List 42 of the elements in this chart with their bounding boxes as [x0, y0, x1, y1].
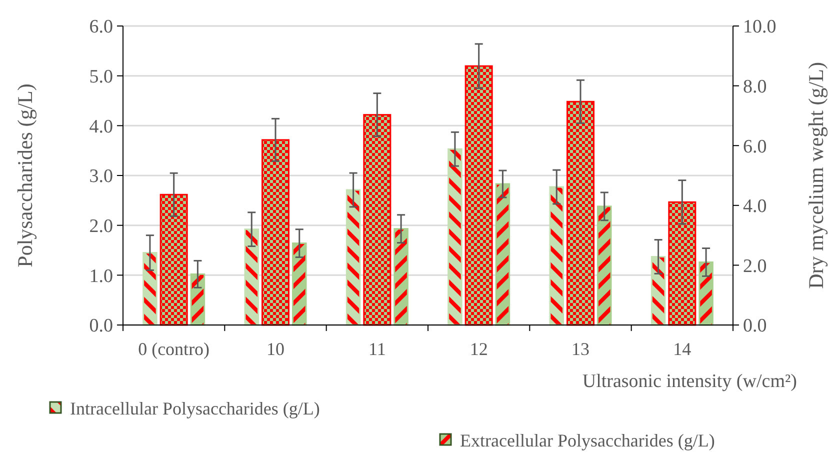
bar	[464, 65, 493, 326]
bar	[698, 261, 714, 326]
bar	[495, 183, 510, 326]
bar	[244, 228, 259, 326]
y2-axis-title: Dry mycelium weght (g/L)	[804, 62, 828, 289]
bar	[566, 100, 594, 326]
y-tick-label: 4.0	[89, 116, 113, 138]
y-tick-label: 1.0	[89, 266, 113, 287]
bar	[292, 242, 307, 326]
y-tick-label: 2.0	[89, 216, 113, 237]
y2-tick-label: 10.0	[743, 16, 776, 38]
x-tick-label: 0 (contro)	[138, 339, 210, 359]
bar	[668, 201, 696, 326]
y-tick-label: 3.0	[89, 166, 113, 188]
x-tick-label: 12	[470, 339, 488, 359]
bar	[394, 228, 408, 326]
x-tick-label: 11	[368, 339, 386, 359]
y2-tick-label: 6.0	[743, 136, 767, 158]
bar	[448, 148, 462, 326]
y2-tick-label: 8.0	[743, 76, 767, 98]
y2-tick-label: 0.0	[743, 316, 767, 337]
bar	[650, 256, 666, 326]
x-tick-label: 14	[673, 339, 692, 359]
legend-label: Extracellular Polysaccharides (g/L)	[460, 430, 715, 450]
bar	[190, 273, 206, 326]
y-tick-label: 0.0	[89, 316, 113, 337]
bar	[142, 252, 158, 326]
y-axis-title: Polysaccharides (g/L)	[13, 84, 37, 268]
y-tick-label: 6.0	[89, 16, 113, 38]
x-axis-title: Ultrasonic intensity (w/cm²)	[582, 371, 797, 392]
bar	[160, 194, 188, 326]
bar	[597, 206, 612, 326]
bar	[363, 114, 392, 326]
x-tick-label: 10	[266, 339, 284, 359]
y-tick-label: 5.0	[89, 66, 113, 88]
y2-tick-label: 4.0	[743, 196, 767, 218]
legend-label: Intracellular Polysaccharides (g/L)	[70, 398, 320, 418]
bar	[549, 186, 564, 326]
bar	[262, 139, 290, 326]
bar	[346, 189, 361, 326]
y2-tick-label: 2.0	[743, 256, 767, 277]
x-tick-label: 13	[572, 339, 590, 359]
